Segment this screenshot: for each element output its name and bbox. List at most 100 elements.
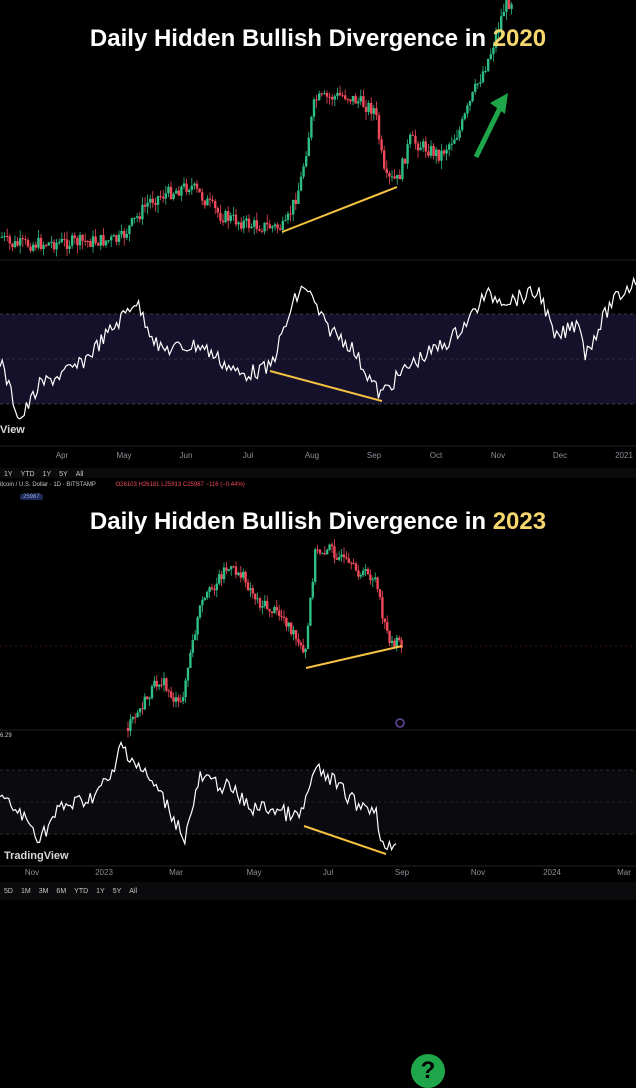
top-candle [320, 93, 323, 95]
top-candle [281, 220, 284, 230]
top-candle [315, 99, 318, 101]
top-candle [396, 174, 399, 179]
bottom-candle [258, 598, 262, 608]
range-5d[interactable]: 5D [4, 887, 13, 895]
top-candle [86, 240, 89, 242]
bottom-candle [150, 686, 154, 699]
top-candle [120, 230, 123, 235]
bottom-candle [314, 549, 317, 582]
top-candle [497, 29, 500, 33]
bottom-candle [246, 582, 250, 591]
bottom-candle [143, 696, 146, 710]
top-candle [156, 196, 160, 205]
top-toolbar-1[interactable]: 1Y [4, 470, 13, 478]
range-1y[interactable]: 1Y [96, 887, 105, 895]
top-candle [232, 214, 235, 216]
top-candle [102, 235, 105, 246]
bottom-candle [198, 605, 202, 618]
top-month-label: Jun [180, 451, 193, 460]
top-candle [177, 190, 180, 196]
top-candle [461, 119, 464, 131]
bottom-candle [266, 600, 269, 609]
range-6m[interactable]: 6M [56, 887, 67, 895]
top-title-text: Daily Hidden Bullish Divergence in [89, 25, 493, 52]
top-candle [149, 198, 152, 203]
top-toolbar-3[interactable]: 1Y [42, 470, 52, 478]
top-candle [468, 101, 472, 106]
top-candle [221, 220, 225, 223]
top-candle [250, 226, 253, 229]
bottom-candle [158, 684, 161, 687]
top-candle [141, 204, 144, 220]
range-3m[interactable]: 3M [38, 887, 49, 895]
top-candle [16, 241, 19, 246]
bottom-rsi-divergence-line [303, 825, 387, 855]
top-candle [507, 0, 511, 9]
top-candle [123, 230, 126, 238]
bottom-candle [141, 708, 144, 710]
bottom-candle [234, 566, 238, 575]
top-candle [216, 208, 219, 213]
range-all[interactable]: All [129, 887, 138, 895]
top-candle [167, 186, 170, 194]
bottom-candle [194, 634, 197, 641]
top-candle [453, 139, 456, 144]
small-marker-icon [395, 718, 405, 728]
bottom-candle [400, 640, 403, 648]
bottom-candle [278, 610, 281, 616]
top-candle [492, 47, 495, 55]
top-price-divergence-line [281, 186, 398, 233]
top-candle [247, 218, 251, 229]
top-candle [58, 242, 61, 244]
top-candle [341, 95, 344, 97]
bottom-candle [136, 712, 139, 718]
top-candle [310, 116, 313, 138]
bottom-rsi-line [0, 740, 397, 852]
bottom-candle [138, 708, 142, 713]
top-toolbar-4[interactable]: 5Y [59, 470, 68, 478]
bottom-toolbar: 5D 1M 3M 6M YTD 1Y 5Y All [0, 882, 636, 900]
top-candle [128, 225, 131, 234]
top-candle [193, 183, 196, 186]
range-5y[interactable]: 5Y [112, 887, 122, 895]
top-month-label: 2021 [615, 451, 633, 460]
bottom-candle [239, 572, 242, 578]
top-candles [0, 0, 513, 257]
top-candle [52, 241, 56, 250]
top-candle [203, 200, 206, 206]
top-toolbar-2[interactable]: YTD [20, 470, 35, 478]
bottom-candle [309, 597, 312, 626]
bottom-candle [160, 684, 163, 686]
bottom-candle [306, 625, 310, 650]
top-candle [466, 105, 469, 114]
top-candle [110, 236, 113, 241]
bottom-candle [369, 574, 372, 581]
bottom-candle [386, 622, 389, 631]
top-candle [8, 236, 11, 244]
top-candle [388, 173, 391, 177]
bottom-candle [347, 558, 350, 563]
bottom-candle [357, 570, 360, 577]
bottom-month-label: May [246, 868, 261, 877]
bottom-title: Daily Hidden Bullish Divergence in 2023 [0, 508, 636, 536]
top-candle [263, 222, 266, 232]
top-month-label: May [116, 451, 131, 460]
top-candle [227, 211, 230, 221]
top-candle [414, 135, 417, 144]
bottom-candle [201, 599, 204, 606]
range-ytd[interactable]: YTD [74, 887, 89, 895]
top-candle [440, 150, 443, 161]
bottom-month-label: Nov [25, 868, 39, 877]
top-candle [107, 240, 110, 242]
top-candle [255, 220, 258, 230]
range-1m[interactable]: 1M [20, 887, 31, 895]
top-candle [117, 234, 121, 242]
ohlc-text: O26103 H26181 L25913 C25987 −116 (−0.44%… [115, 482, 245, 488]
top-toolbar-5[interactable]: All [75, 470, 84, 478]
top-candle [99, 235, 102, 246]
top-candle [188, 189, 191, 192]
top-candle [245, 218, 248, 221]
bottom-candle [249, 588, 252, 591]
bottom-month-label: Jul [323, 868, 333, 877]
top-candle [29, 246, 32, 251]
